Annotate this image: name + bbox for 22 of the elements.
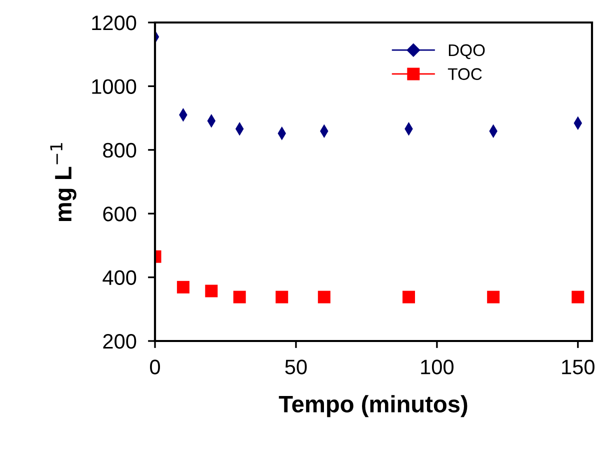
x-tick-label: 0: [150, 360, 160, 374]
y-axis-title: mg L$^{−1}$: [50, 143, 76, 222]
y-tick-label: 400: [102, 270, 136, 286]
point: [205, 284, 218, 298]
y-tick-label: 1200: [92, 16, 136, 30]
point: [572, 290, 584, 304]
x-tick-label: 150: [562, 360, 594, 374]
point: [402, 290, 415, 304]
x-tick-label: 100: [421, 360, 454, 374]
y-tick-label: 800: [103, 142, 136, 158]
point: [276, 290, 288, 304]
x-axis-title: Tempo (minutos): [278, 395, 468, 418]
point: [487, 290, 500, 304]
y-tick-label: 600: [103, 206, 136, 222]
x-tick-label: 50: [285, 360, 307, 374]
legend-label: TOC: [448, 68, 482, 80]
legend-label: DQO: [448, 44, 485, 60]
point: [318, 290, 330, 304]
point: [176, 280, 190, 294]
point: [233, 290, 246, 304]
y-tick-label: 1000: [92, 79, 136, 94]
y-tick-label: 200: [103, 334, 136, 349]
